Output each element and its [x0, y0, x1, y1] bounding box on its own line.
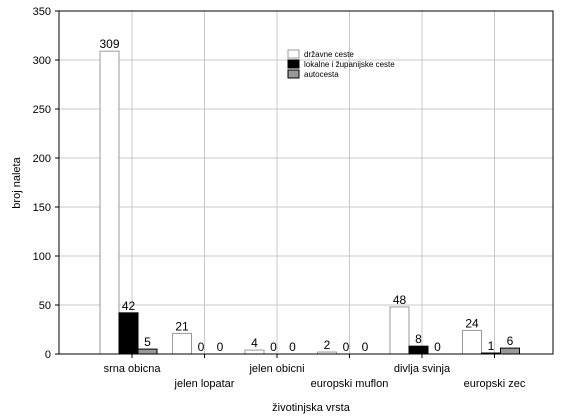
data-label: 8 — [415, 332, 422, 346]
grid — [59, 10, 553, 355]
legend-swatch — [287, 59, 300, 69]
data-label: 0 — [270, 340, 277, 354]
bar — [137, 348, 158, 355]
legend-swatch — [287, 69, 300, 79]
data-label: 24 — [465, 316, 479, 330]
data-label: 0 — [343, 340, 350, 354]
data-label: 42 — [122, 299, 136, 313]
y-tick-label: 0 — [45, 349, 51, 361]
data-label: 48 — [393, 293, 407, 307]
data-label: 6 — [507, 334, 514, 348]
legend-label: autocesta — [304, 70, 339, 79]
x-axis-title: životinjska vrsta — [272, 402, 351, 414]
legend-label: lokalne i županijske ceste — [304, 60, 395, 69]
bar — [408, 345, 429, 355]
bar — [172, 332, 192, 355]
bar — [462, 329, 482, 355]
data-label: 1 — [488, 339, 495, 353]
x-tick-label: divlja svinja — [394, 363, 451, 375]
y-tick-label: 250 — [33, 104, 51, 116]
data-label: 2 — [324, 338, 331, 352]
legend-label: državne ceste — [304, 50, 354, 59]
data-label: 309 — [99, 37, 119, 51]
plot-frame — [58, 10, 554, 355]
x-tick-label: srna obicna — [104, 363, 162, 375]
data-label: 0 — [434, 340, 441, 354]
x-tick-label: jelen lopatar — [174, 378, 235, 390]
bar — [389, 306, 410, 355]
y-tick-label: 300 — [33, 55, 51, 67]
x-tick-label: europski muflon — [311, 378, 389, 390]
y-tick-label: 150 — [33, 202, 51, 214]
data-label: 0 — [198, 340, 205, 354]
data-label: 0 — [217, 340, 224, 354]
y-tick-label: 100 — [33, 251, 51, 263]
y-tick-label: 50 — [39, 300, 51, 312]
data-label: 5 — [144, 335, 151, 349]
data-label: 21 — [175, 319, 189, 333]
data-label: 4 — [251, 336, 258, 350]
x-tick-label: europski zec — [464, 378, 526, 390]
bars — [99, 50, 520, 355]
y-axis-title: broj naleta — [11, 156, 23, 208]
x-tick-label: jelen obicni — [248, 363, 304, 375]
y-tick-label: 350 — [33, 6, 51, 18]
data-label: 0 — [362, 340, 369, 354]
bar — [99, 50, 120, 355]
bar — [244, 349, 265, 355]
data-label: 0 — [289, 340, 296, 354]
bar — [500, 347, 520, 355]
y-tick-label: 200 — [33, 153, 51, 165]
legend-swatch — [287, 49, 300, 59]
bar — [118, 312, 139, 355]
